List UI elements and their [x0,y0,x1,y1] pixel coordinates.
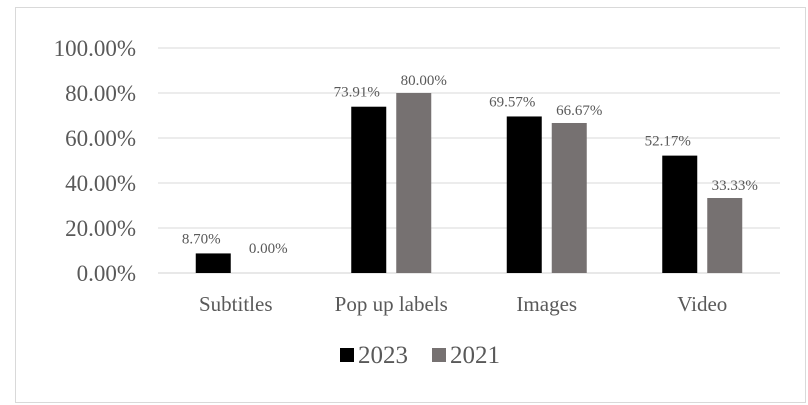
x-axis-categories: Subtitles Pop up labels Images Video [199,292,727,316]
bar-2023-video [662,155,698,273]
legend-swatch-2021 [432,348,446,362]
data-labels: 8.70% 0.00% 73.91% 80.00% 69.57% 66.67% 52.17%… [182,73,758,257]
category-label: Images [516,292,577,316]
legend-label: 2023 [358,342,408,369]
bar-2023-subtitles [195,253,231,273]
data-label: 73.91% [334,85,380,101]
legend: 2023 2021 [340,342,500,369]
legend-swatch-2023 [340,348,354,362]
data-label: 52.17% [645,134,691,150]
y-tick-label: 0.00% [77,261,136,286]
bar-2023-images [506,116,542,273]
y-tick-label: 20.00% [65,216,136,241]
bar-2021-pop-up-labels [396,93,432,273]
bars [195,93,743,274]
category-label: Subtitles [199,292,273,316]
bar-2021-images [551,122,587,274]
y-axis-ticks: 0.00% 20.00% 40.00% 60.00% 80.00% 100.00% [54,36,136,286]
bar-2021-video [707,198,743,273]
category-label: Pop up labels [335,292,448,316]
data-label: 66.67% [556,103,602,119]
legend-label: 2021 [450,342,500,369]
y-tick-label: 40.00% [65,171,136,196]
y-tick-label: 100.00% [54,36,136,61]
category-label: Video [677,292,727,316]
y-tick-label: 80.00% [65,81,136,106]
data-label: 80.00% [401,73,447,89]
data-label: 33.33% [712,178,758,194]
data-label: 0.00% [249,241,288,257]
y-tick-label: 60.00% [65,126,136,151]
data-label: 8.70% [182,231,221,247]
data-label: 69.57% [489,94,535,110]
bar-2023-pop-up-labels [351,106,387,273]
